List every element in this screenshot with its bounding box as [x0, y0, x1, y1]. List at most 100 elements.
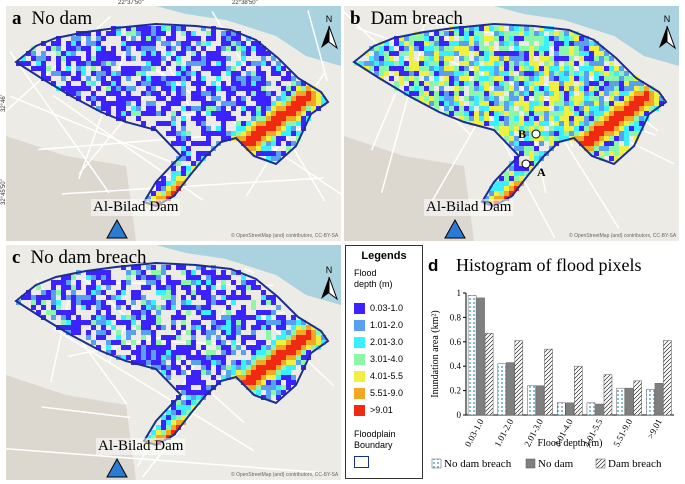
flood-cell [311, 340, 316, 345]
flood-cell [196, 121, 201, 126]
flood-cell [424, 81, 429, 86]
flood-cell [176, 176, 181, 181]
flood-cell [106, 51, 111, 56]
flood-cell [619, 116, 624, 121]
flood-cell [156, 325, 161, 330]
flood-cell [86, 36, 91, 41]
flood-cell [116, 295, 121, 300]
flood-cell [644, 111, 649, 116]
flood-cell [51, 71, 56, 76]
flood-cell [141, 31, 146, 36]
flood-cell [126, 31, 131, 36]
flood-cell [281, 76, 286, 81]
flood-cell [544, 36, 549, 41]
flood-cell [459, 61, 464, 66]
flood-cell [36, 310, 41, 315]
flood-cell [206, 285, 211, 290]
flood-cell [196, 56, 201, 61]
flood-cell [514, 161, 519, 166]
flood-cell [539, 111, 544, 116]
flood-cell [504, 121, 509, 126]
flood-cell [101, 46, 106, 51]
flood-cell [206, 305, 211, 310]
flood-cell [176, 186, 181, 191]
bar-dam-breach [574, 365, 583, 416]
flood-cell [399, 81, 404, 86]
flood-cell [101, 76, 106, 81]
flood-cell [276, 81, 281, 86]
flood-cell [534, 111, 539, 116]
flood-cell [116, 106, 121, 111]
flood-cell [439, 101, 444, 106]
flood-cell [634, 81, 639, 86]
flood-cell [629, 76, 634, 81]
flood-cell [221, 31, 226, 36]
flood-cell [281, 370, 286, 375]
flood-cell [619, 131, 624, 136]
flood-cell [574, 61, 579, 66]
flood-cell [181, 325, 186, 330]
flood-cell [384, 71, 389, 76]
flood-cell [489, 106, 494, 111]
flood-cell [186, 400, 191, 405]
flood-cell [186, 270, 191, 275]
flood-cell [236, 71, 241, 76]
flood-cell [296, 131, 301, 136]
flood-cell [151, 106, 156, 111]
flood-cell [594, 141, 599, 146]
flood-cell [459, 76, 464, 81]
flood-cell [554, 46, 559, 51]
flood-cell [96, 46, 101, 51]
flood-cell [196, 280, 201, 285]
flood-cell [266, 111, 271, 116]
flood-cell [186, 146, 191, 151]
flood-cell [499, 91, 504, 96]
flood-cell [181, 106, 186, 111]
flood-cell [399, 66, 404, 71]
flood-cell [171, 186, 176, 191]
flood-cell [226, 86, 231, 91]
flood-cell [61, 76, 66, 81]
flood-cell [256, 46, 261, 51]
flood-cell [281, 116, 286, 121]
flood-cell [201, 345, 206, 350]
flood-cell [116, 290, 121, 295]
flood-cell [484, 66, 489, 71]
flood-cell [271, 390, 276, 395]
flood-cell [231, 315, 236, 320]
flood-cell [141, 335, 146, 340]
flood-cell [146, 330, 151, 335]
flood-cell [156, 31, 161, 36]
flood-cell [439, 36, 444, 41]
flood-cell [176, 56, 181, 61]
flood-cell [96, 290, 101, 295]
x-tick-label: 0.03-1.0 [463, 417, 486, 449]
bar-no-dam-breach [467, 295, 477, 416]
flood-cell [191, 36, 196, 41]
flood-cell [146, 280, 151, 285]
flood-cell [181, 265, 186, 270]
flood-cell [171, 171, 176, 176]
flood-cell [639, 96, 644, 101]
flood-cell [504, 66, 509, 71]
flood-cell [544, 66, 549, 71]
flood-cell [151, 191, 156, 196]
bar-dam-breach [633, 380, 642, 416]
flood-cell [181, 46, 186, 51]
flood-cell [181, 81, 186, 86]
flood-cell [186, 136, 191, 141]
flood-cell [644, 91, 649, 96]
flood-cell [559, 36, 564, 41]
flood-cell [61, 320, 66, 325]
bar-no-dam [595, 403, 604, 416]
flood-cell [206, 335, 211, 340]
flood-cell [569, 76, 574, 81]
flood-cell [579, 86, 584, 91]
flood-cell [136, 31, 141, 36]
flood-cell [126, 305, 131, 310]
flood-cell [589, 136, 594, 141]
flood-cell [181, 345, 186, 350]
flood-cell [419, 66, 424, 71]
flood-cell [291, 111, 296, 116]
flood-cell [151, 300, 156, 305]
